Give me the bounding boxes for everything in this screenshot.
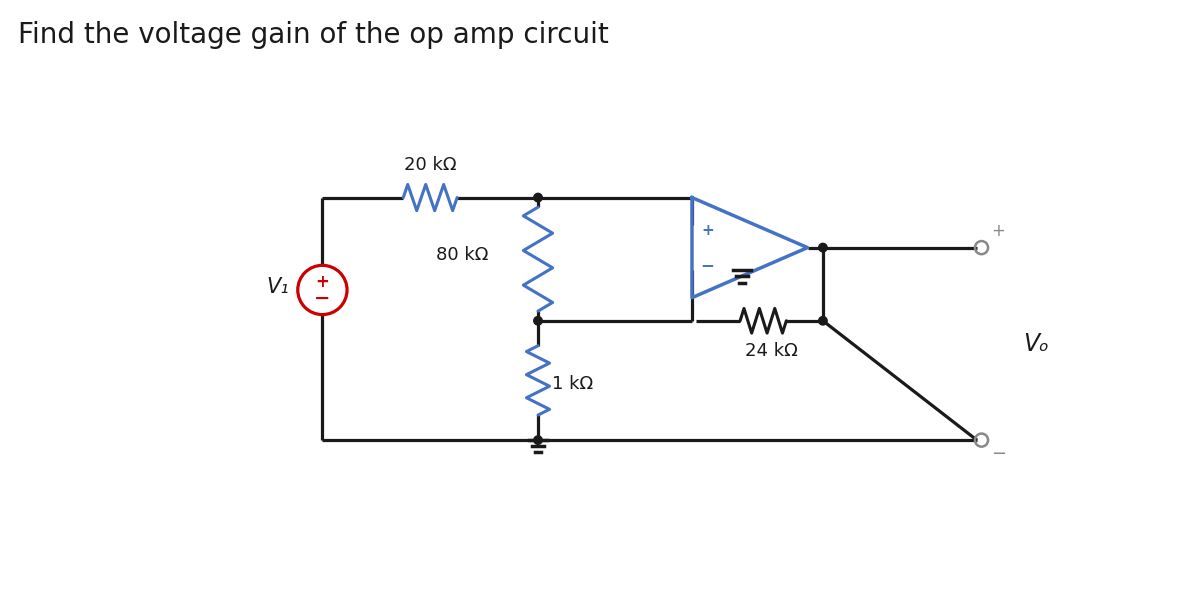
Text: +: + (701, 223, 714, 238)
Text: 1 kΩ: 1 kΩ (552, 375, 593, 393)
Text: 24 kΩ: 24 kΩ (744, 342, 797, 361)
Circle shape (818, 317, 827, 325)
Text: Vₒ: Vₒ (1024, 332, 1049, 356)
Text: 20 kΩ: 20 kΩ (404, 156, 456, 175)
Circle shape (534, 193, 542, 202)
Text: 80 kΩ: 80 kΩ (436, 247, 488, 264)
Text: −: − (314, 289, 330, 308)
Circle shape (534, 317, 542, 325)
Circle shape (534, 436, 542, 444)
Text: Find the voltage gain of the op amp circuit: Find the voltage gain of the op amp circ… (18, 21, 608, 49)
Text: +: + (316, 273, 329, 291)
Text: V₁: V₁ (266, 277, 289, 297)
Text: +: + (991, 222, 1006, 239)
Circle shape (818, 244, 827, 252)
Text: −: − (991, 445, 1006, 463)
Text: −: − (701, 255, 714, 274)
